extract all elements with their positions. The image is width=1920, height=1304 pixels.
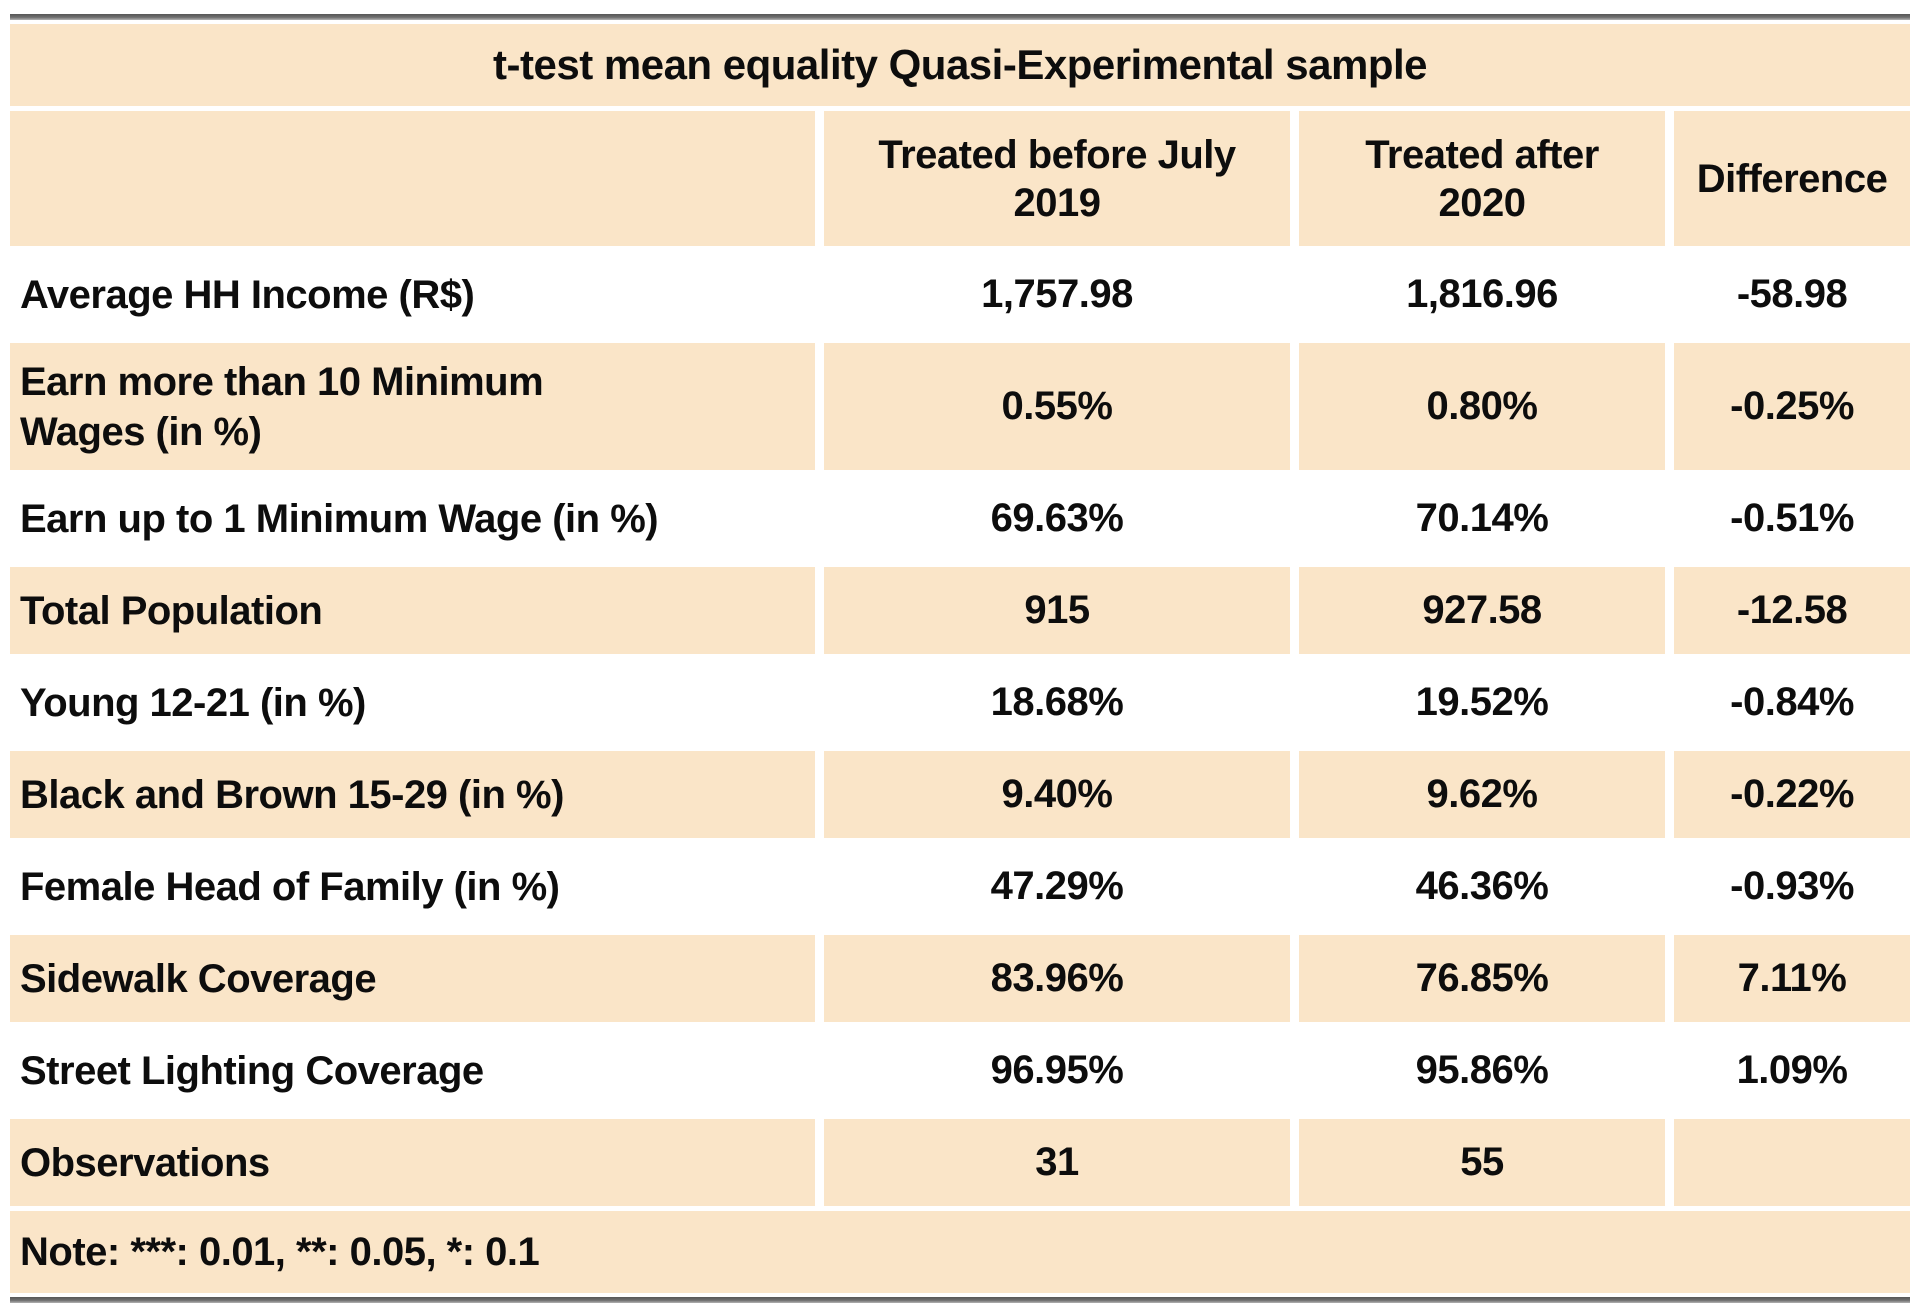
- cell-before: 47.29%: [824, 843, 1290, 930]
- cell-before: 69.63%: [824, 475, 1290, 562]
- table-row: Earn up to 1 Minimum Wage (in %) 69.63% …: [10, 475, 1911, 562]
- table-title: t-test mean equality Quasi-Experimental …: [10, 24, 1911, 106]
- cell-before: 18.68%: [824, 659, 1290, 746]
- cell-diff: -0.25%: [1674, 343, 1911, 470]
- table-figure: t-test mean equality Quasi-Experimental …: [0, 14, 1920, 1304]
- row-label: Black and Brown 15-29 (in %): [10, 751, 815, 838]
- table-row: Black and Brown 15-29 (in %) 9.40% 9.62%…: [10, 751, 1911, 838]
- cell-after: 76.85%: [1299, 935, 1665, 1022]
- table-row: Sidewalk Coverage 83.96% 76.85% 7.11%: [10, 935, 1911, 1022]
- cell-before: 83.96%: [824, 935, 1290, 1022]
- table-row: Street Lighting Coverage 96.95% 95.86% 1…: [10, 1027, 1911, 1114]
- cell-before: 1,757.98: [824, 251, 1290, 338]
- row-label: Observations: [10, 1119, 815, 1206]
- row-label: Earn up to 1 Minimum Wage (in %): [10, 475, 815, 562]
- cell-before: 915: [824, 567, 1290, 654]
- row-label: Street Lighting Coverage: [10, 1027, 815, 1114]
- cell-diff: -58.98: [1674, 251, 1911, 338]
- cell-diff: -0.93%: [1674, 843, 1911, 930]
- cell-diff: -12.58: [1674, 567, 1911, 654]
- table-note: Note: ***: 0.01, **: 0.05, *: 0.1: [10, 1211, 1911, 1293]
- row-label: Female Head of Family (in %): [10, 843, 815, 930]
- cell-after: 95.86%: [1299, 1027, 1665, 1114]
- cell-diff: 7.11%: [1674, 935, 1911, 1022]
- cell-after: 0.80%: [1299, 343, 1665, 470]
- cell-before: 0.55%: [824, 343, 1290, 470]
- cell-before: 31: [824, 1119, 1290, 1206]
- cell-diff: [1674, 1119, 1911, 1206]
- cell-after: 927.58: [1299, 567, 1665, 654]
- cell-after: 19.52%: [1299, 659, 1665, 746]
- cell-diff: -0.51%: [1674, 475, 1911, 562]
- table-row: Young 12-21 (in %) 18.68% 19.52% -0.84%: [10, 659, 1911, 746]
- table-row: Earn more than 10 Minimum Wages (in %) 0…: [10, 343, 1911, 470]
- header-row: Treated before July 2019 Treated after 2…: [10, 111, 1911, 246]
- cell-after: 9.62%: [1299, 751, 1665, 838]
- note-row: Note: ***: 0.01, **: 0.05, *: 0.1: [10, 1211, 1911, 1293]
- cell-diff: 1.09%: [1674, 1027, 1911, 1114]
- top-rule: [10, 14, 1910, 20]
- cell-before: 96.95%: [824, 1027, 1290, 1114]
- header-treated-before: Treated before July 2019: [824, 111, 1290, 246]
- cell-after: 46.36%: [1299, 843, 1665, 930]
- table-row: Female Head of Family (in %) 47.29% 46.3…: [10, 843, 1911, 930]
- title-row: t-test mean equality Quasi-Experimental …: [10, 24, 1911, 106]
- row-label: Earn more than 10 Minimum Wages (in %): [10, 343, 815, 470]
- table-row: Average HH Income (R$) 1,757.98 1,816.96…: [10, 251, 1911, 338]
- header-difference: Difference: [1674, 111, 1911, 246]
- row-label: Total Population: [10, 567, 815, 654]
- table-row: Total Population 915 927.58 -12.58: [10, 567, 1911, 654]
- row-label: Young 12-21 (in %): [10, 659, 815, 746]
- header-treated-after: Treated after 2020: [1299, 111, 1665, 246]
- cell-diff: -0.22%: [1674, 751, 1911, 838]
- bottom-rule: [10, 1297, 1910, 1303]
- cell-before: 9.40%: [824, 751, 1290, 838]
- header-label-spacer: [10, 111, 815, 246]
- cell-after: 55: [1299, 1119, 1665, 1206]
- cell-after: 1,816.96: [1299, 251, 1665, 338]
- table-row-observations: Observations 31 55: [10, 1119, 1911, 1206]
- row-label: Sidewalk Coverage: [10, 935, 815, 1022]
- row-label: Average HH Income (R$): [10, 251, 815, 338]
- cell-after: 70.14%: [1299, 475, 1665, 562]
- cell-diff: -0.84%: [1674, 659, 1911, 746]
- ttest-table: t-test mean equality Quasi-Experimental …: [1, 19, 1919, 1298]
